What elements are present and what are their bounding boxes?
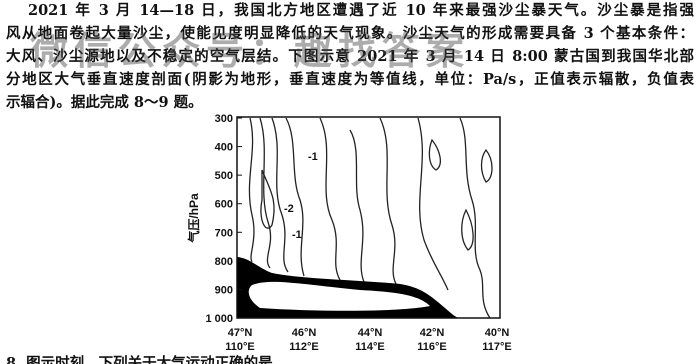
passage-line: 风从地面卷起大量沙尘，使能见度明显降低的天气现象。沙尘天气的形成需要具备 3 个… <box>6 25 694 42</box>
question: 8. 图示时刻，下列关于大气运动正确的是 <box>6 355 273 364</box>
x-tick-lat: 42°N <box>420 327 445 339</box>
y-tick-label: 700 <box>215 227 233 239</box>
contour-line <box>260 169 275 229</box>
y-tick-label: 1 000 <box>205 313 233 325</box>
y-tick-label: 300 <box>215 113 233 125</box>
contours <box>248 117 493 319</box>
contour-line <box>285 117 305 277</box>
x-tick-lat: 40°N <box>485 327 510 339</box>
contour-line <box>480 148 493 183</box>
y-tick-label: 500 <box>215 170 233 182</box>
contour-line <box>248 117 255 263</box>
passage-line: 2021 年 3 月 14—18 日，我国北方地区遭遇了近 10 年来最强沙尘暴… <box>28 2 694 19</box>
contour-line <box>428 138 442 171</box>
y-axis-label: 气压/hPa <box>186 193 201 244</box>
y-tick-label: 400 <box>215 142 233 154</box>
x-tick-lon: 112°E <box>289 341 318 353</box>
y-tick-label: 800 <box>215 256 233 268</box>
contour-label: -2 <box>284 203 294 215</box>
contour-line <box>461 208 474 251</box>
plot-frame <box>236 116 501 319</box>
contour-line <box>459 117 491 319</box>
passage-line: 分地区大气垂直速度剖面(阴影为地形，垂直速度为等值线，单位：Pa/s，正值表示辐… <box>6 71 694 88</box>
x-tick-lat: 47°N <box>228 327 253 339</box>
y-tick-label: 900 <box>215 284 233 296</box>
contour-line <box>271 117 289 273</box>
x-tick-lon: 116°E <box>417 341 446 353</box>
passage-line: 大风、沙尘源地以及不稳定的空气层结。下图示意 2021 年 3 月 14 日 8… <box>6 48 694 65</box>
contour-line <box>349 129 365 283</box>
x-tick-lon: 114°E <box>355 341 384 353</box>
x-tick-lon: 110°E <box>225 341 254 353</box>
x-tick-lat: 44°N <box>358 327 383 339</box>
contour-label: -1 <box>292 229 302 241</box>
contour-line <box>417 117 449 291</box>
passage-line: 示辐合)。据此完成 8～9 题。 <box>6 94 203 111</box>
y-tick-label: 600 <box>215 199 233 211</box>
terrain-highlight <box>248 281 430 311</box>
x-tick-lon: 117°E <box>482 341 511 353</box>
contour-line <box>259 117 272 269</box>
x-tick-lat: 46°N <box>292 327 317 339</box>
contour-line <box>319 117 341 281</box>
contour-label: -1 <box>308 151 318 163</box>
watermark: 微信公众号：趣找答案 <box>30 29 471 73</box>
contour-line <box>379 117 397 285</box>
